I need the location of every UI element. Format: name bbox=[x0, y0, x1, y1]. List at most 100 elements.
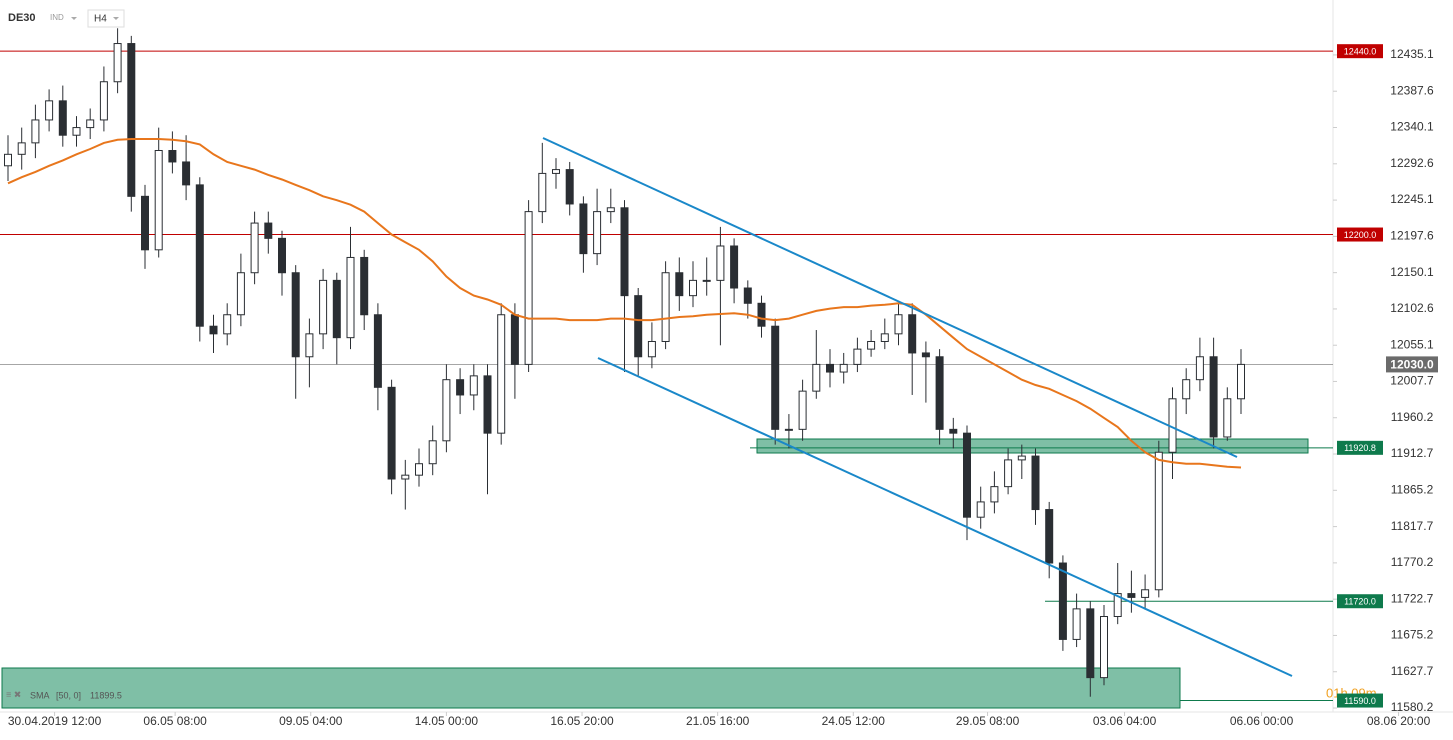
candle-body bbox=[1031, 455, 1040, 511]
dropdown-arrow[interactable] bbox=[113, 17, 119, 20]
candle-body bbox=[86, 119, 95, 129]
timeframe[interactable]: H4 bbox=[94, 14, 107, 25]
dropdown-arrow[interactable] bbox=[71, 17, 77, 20]
candle-body bbox=[99, 81, 108, 121]
candle-body bbox=[552, 169, 560, 174]
sma-line bbox=[7, 138, 1242, 469]
candle-body bbox=[689, 279, 697, 297]
candle-body bbox=[593, 211, 602, 255]
y-tick-label: 11817.7 bbox=[1391, 519, 1434, 533]
y-tick-label: 11865.2 bbox=[1391, 482, 1434, 496]
level-badge bbox=[1337, 693, 1383, 708]
candle-body bbox=[949, 428, 958, 434]
candle-body bbox=[1058, 562, 1067, 640]
y-tick-label: 11912.7 bbox=[1391, 446, 1434, 460]
candle-body bbox=[182, 161, 191, 186]
candle-body bbox=[264, 222, 273, 239]
candle-body bbox=[250, 222, 259, 274]
candle-body bbox=[1017, 455, 1026, 461]
x-tick-label: 21.05 16:00 bbox=[686, 714, 750, 728]
candle-body bbox=[31, 119, 40, 144]
y-tick-label: 12245.1 bbox=[1390, 192, 1434, 206]
candle-body bbox=[510, 314, 519, 365]
support-zone bbox=[1, 667, 1181, 709]
candle-body bbox=[319, 279, 328, 335]
candle-body bbox=[332, 279, 341, 339]
candle-body bbox=[127, 43, 136, 197]
candle-body bbox=[524, 211, 533, 365]
candle-body bbox=[305, 333, 314, 358]
candle-body bbox=[826, 363, 834, 373]
candle-body bbox=[1127, 593, 1136, 598]
y-tick-label: 11960.2 bbox=[1391, 410, 1434, 424]
level-label: 12200.0 bbox=[1344, 230, 1377, 240]
candle-body bbox=[853, 348, 862, 365]
y-tick-label: 11580.2 bbox=[1391, 700, 1434, 714]
y-tick-label: 11722.7 bbox=[1391, 591, 1434, 605]
level-badge bbox=[1337, 44, 1383, 59]
candle-body bbox=[757, 302, 766, 327]
candle-body bbox=[291, 272, 300, 358]
candle-body bbox=[168, 149, 177, 163]
candle-body bbox=[963, 432, 971, 518]
sma-params: [50, 0] bbox=[56, 690, 81, 700]
candle-body bbox=[716, 245, 725, 281]
candle-body bbox=[798, 390, 807, 430]
x-tick-label: 29.05 08:00 bbox=[956, 714, 1020, 728]
candle-body bbox=[620, 207, 629, 297]
candle-body bbox=[45, 100, 54, 121]
y-tick-label: 11675.2 bbox=[1391, 628, 1434, 642]
candle-body bbox=[908, 314, 917, 354]
y-tick-label: 12102.6 bbox=[1390, 301, 1434, 315]
candle-body bbox=[278, 237, 286, 274]
y-tick-label: 12197.6 bbox=[1390, 229, 1434, 243]
y-tick-label: 12007.7 bbox=[1390, 374, 1434, 388]
candle-body bbox=[236, 272, 245, 316]
candle-body bbox=[469, 375, 478, 396]
candle-body bbox=[894, 314, 903, 335]
x-tick-label: 24.05 12:00 bbox=[822, 714, 886, 728]
x-tick-label: 30.04.2019 12:00 bbox=[8, 714, 102, 728]
candle-body bbox=[141, 195, 149, 251]
x-tick-label: 08.06 20:00 bbox=[1367, 714, 1431, 728]
y-tick-label: 12435.1 bbox=[1390, 47, 1434, 61]
candle-body bbox=[415, 463, 423, 476]
trend-line[interactable] bbox=[542, 137, 1238, 458]
timeframe-box[interactable] bbox=[87, 9, 125, 28]
candle-body bbox=[1182, 379, 1191, 400]
candle-body bbox=[702, 279, 711, 282]
candle-body bbox=[4, 153, 12, 167]
candle-body bbox=[880, 333, 889, 342]
level-label: 12440.0 bbox=[1344, 47, 1377, 57]
candle-body bbox=[935, 356, 944, 430]
candle-body bbox=[812, 363, 821, 392]
x-tick-label: 16.05 20:00 bbox=[550, 714, 614, 728]
candle-body bbox=[1100, 616, 1108, 679]
candle-body bbox=[1113, 593, 1122, 618]
symbol-type: IND bbox=[50, 13, 64, 22]
candle-body bbox=[195, 184, 204, 327]
trend-line[interactable] bbox=[597, 357, 1293, 677]
sma-last: 11899.5 bbox=[90, 690, 122, 700]
legend-icon[interactable]: ≡ ✖ bbox=[6, 689, 21, 699]
candle-body bbox=[209, 325, 218, 335]
candle-body bbox=[442, 379, 451, 442]
y-tick-label: 12292.6 bbox=[1390, 156, 1434, 170]
candle-body bbox=[72, 127, 81, 136]
level-badge bbox=[1337, 227, 1383, 242]
y-tick-label: 12340.1 bbox=[1390, 120, 1434, 134]
candle-body bbox=[538, 172, 547, 213]
candle-body bbox=[565, 169, 574, 205]
candle-body bbox=[483, 375, 492, 434]
last-price-badge bbox=[1386, 356, 1438, 373]
candle-body bbox=[401, 474, 410, 480]
candle-body bbox=[1072, 608, 1081, 640]
candle-body bbox=[1237, 363, 1245, 400]
level-label: 11920.8 bbox=[1344, 443, 1376, 453]
candle-body bbox=[1154, 451, 1163, 591]
last-price-label: 12030.0 bbox=[1390, 358, 1434, 372]
y-tick-label: 11627.7 bbox=[1391, 664, 1434, 678]
sma-name: SMA bbox=[30, 690, 50, 700]
x-tick-label: 06.06 00:00 bbox=[1230, 714, 1294, 728]
